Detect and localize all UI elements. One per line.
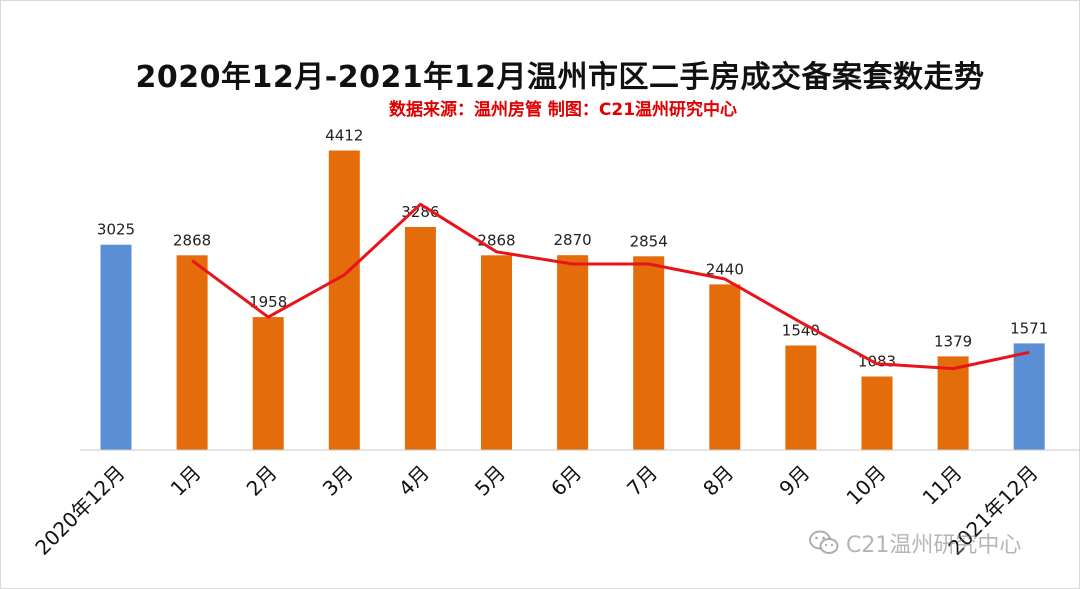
- x-tick-label-4: 3月: [318, 461, 358, 501]
- x-tick-label-11: 10月: [841, 461, 890, 510]
- x-tick-label-6: 5月: [470, 461, 510, 501]
- bar-1: [100, 244, 132, 450]
- chart-subtitle: 数据来源：温州房管 制图：C21温州研究中心: [388, 100, 738, 120]
- bar-8: [633, 256, 665, 450]
- watermark-text: C21温州研究中心: [846, 533, 1022, 558]
- x-tick-label-2: 1月: [166, 461, 206, 501]
- x-tick-label-1: 2020年12月: [30, 461, 129, 560]
- data-label-1: 3025: [97, 221, 135, 239]
- data-label-8: 2854: [630, 232, 668, 250]
- chart-title: 2020年12月-2021年12月温州市区二手房成交备案套数走势: [135, 60, 985, 95]
- bar-11: [861, 376, 893, 450]
- bar-12: [937, 356, 969, 450]
- data-label-2: 2868: [173, 231, 211, 249]
- data-label-6: 2868: [477, 231, 515, 249]
- bar-7: [557, 255, 589, 450]
- data-label-9: 2440: [706, 260, 744, 278]
- trend-line: [191, 202, 1030, 371]
- wechat-icon: [809, 530, 839, 554]
- bar-3: [252, 317, 284, 450]
- data-label-5: 3286: [401, 203, 439, 221]
- bar-10: [785, 345, 817, 450]
- data-label-12: 1379: [934, 332, 972, 350]
- bar-2: [176, 255, 208, 450]
- bar-9: [709, 284, 741, 450]
- trend-line-layer: [191, 202, 1030, 371]
- watermark: C21温州研究中心: [808, 526, 1021, 560]
- bar-6: [481, 255, 512, 450]
- data-label-3: 1958: [249, 293, 287, 311]
- data-label-4: 4412: [325, 127, 363, 145]
- bar-13: [1013, 343, 1045, 450]
- x-tick-label-7: 6月: [546, 461, 586, 501]
- x-tick-label-8: 7月: [622, 461, 662, 501]
- data-label-13: 1571: [1010, 319, 1048, 337]
- bars-layer: [100, 150, 1045, 450]
- x-tick-label-3: 2月: [242, 461, 282, 501]
- x-tick-label-9: 8月: [698, 461, 738, 501]
- bar-4: [328, 150, 360, 450]
- x-tick-label-12: 11月: [918, 461, 967, 510]
- bar-5: [404, 227, 436, 450]
- data-label-7: 2870: [554, 231, 592, 249]
- x-tick-label-5: 4月: [394, 461, 434, 501]
- x-tick-label-10: 9月: [774, 461, 814, 501]
